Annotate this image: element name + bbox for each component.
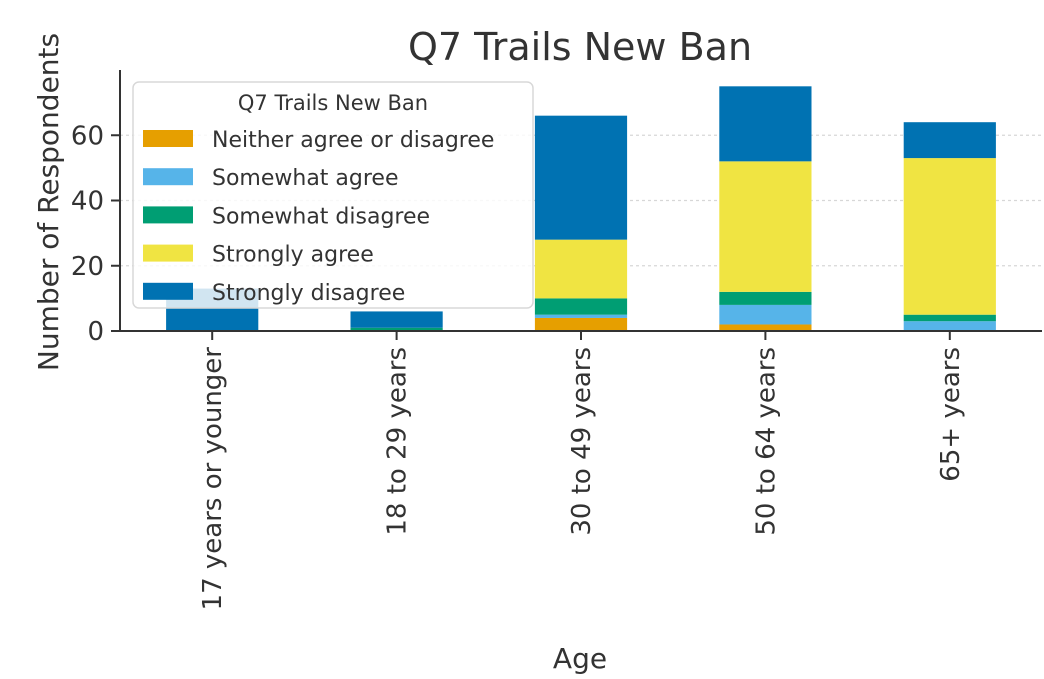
legend-swatch-somewhat-agree [143,168,193,186]
bar-segment-30-to-49-years-strongly-agree [534,239,628,299]
legend-items: Neither agree or disagree Somewhat agree S… [143,128,494,306]
legend-title: Q7 Trails New Ban [238,91,428,115]
legend-box [132,81,534,309]
bar-segment-65-years-somewhat-agree [903,321,996,331]
legend-label-strongly-agree: Strongly agree [212,243,374,268]
x-tick-label-30-to-49-years: 30 to 49 years [567,347,597,536]
x-axis-ticks: 17 years or younger 18 to 29 years 30 to 4… [198,331,966,610]
legend: Q7 Trails New Ban Neither agree or disag… [132,81,534,309]
x-axis-label: Age [553,642,607,675]
y-tick-label-20: 20 [71,252,104,282]
bar-segment-65-years-strongly-disagree [903,122,996,159]
grid-layer [120,134,1042,267]
legend-swatch-strongly-disagree [143,282,193,300]
bar-segment-65-years-somewhat-disagree [903,314,996,322]
legend-label-neither-agree-or-disagree: Neither agree or disagree [212,128,494,153]
x-tick-label-17-years-or-younger: 17 years or younger [198,347,228,611]
bar-segment-30-to-49-years-strongly-disagree [534,115,628,240]
chart-title: Q7 Trails New Ban [408,25,752,69]
legend-swatch-neither-agree-or-disagree [143,130,193,147]
x-tick-label-18-to-29-years: 18 to 29 years [383,347,413,536]
bar-segment-50-to-64-years-somewhat-agree [719,304,812,325]
bar-segment-50-to-64-years-neither-agree-or-disagree [719,324,812,331]
legend-label-somewhat-disagree: Somewhat disagree [212,204,430,229]
x-tick-label-65-years: 65+ years [936,347,966,482]
bar-segment-50-to-64-years-strongly-disagree [719,86,812,162]
y-tick-label-40: 40 [71,187,104,217]
bar-segment-30-to-49-years-neither-agree-or-disagree [534,317,628,331]
bar-segment-30-to-49-years-somewhat-disagree [534,298,628,315]
bar-segment-18-to-29-years-strongly-disagree [350,311,443,328]
bar-segment-18-to-29-years-somewhat-disagree [350,327,443,331]
legend-swatch-somewhat-disagree [143,206,193,224]
y-axis-ticks: 0 20 40 60 [71,121,120,347]
legend-label-somewhat-agree: Somewhat agree [212,166,399,191]
legend-label-strongly-disagree: Strongly disagree [212,281,405,306]
bars-layer [166,86,996,331]
x-tick-label-50-to-64-years: 50 to 64 years [751,347,781,536]
y-tick-label-60: 60 [71,121,104,151]
bar-segment-30-to-49-years-somewhat-agree [534,314,628,318]
bar-segment-50-to-64-years-somewhat-disagree [719,291,812,305]
y-tick-label-0: 0 [87,317,104,347]
legend-swatch-strongly-agree [143,244,193,262]
y-axis-label: Number of Respondents [32,33,65,371]
bar-segment-65-years-strongly-agree [903,158,996,315]
bar-segment-50-to-64-years-strongly-agree [719,161,812,292]
